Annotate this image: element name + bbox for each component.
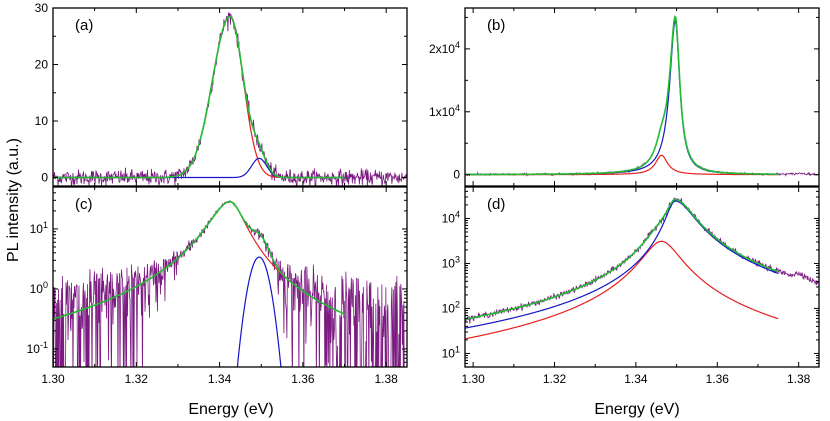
x-tick-label: 1.38 <box>787 372 811 386</box>
panel-label: (b) <box>487 17 505 34</box>
y-tick-label: 10-1 <box>27 340 48 356</box>
x-tick-label: 1.38 <box>374 372 398 386</box>
series-fit-side-b <box>465 20 779 176</box>
panel-label: (a) <box>75 17 93 34</box>
series-experimental-c <box>53 199 405 367</box>
series-fit-main-d <box>465 240 779 340</box>
y-tick-label: 102 <box>442 299 460 315</box>
panel-c: (c) 1.30 1.32 1.34 1.36 1.38 10-1 100 101 <box>27 186 408 386</box>
series-fit-total-d <box>465 198 779 320</box>
panel-label: (d) <box>487 196 505 213</box>
x-tick-label: 1.34 <box>624 372 648 386</box>
y-tick-label: 2x104 <box>429 40 460 56</box>
y-tick-label: 0 <box>453 168 460 182</box>
y-axis-label: PL intensity (a.u.) <box>5 138 22 262</box>
axes-frame <box>52 7 408 187</box>
panel-label: (c) <box>75 196 93 213</box>
panel-a: (a) 0 10 20 30 <box>35 1 408 187</box>
x-tick-label: 1.34 <box>208 372 232 386</box>
series-experimental-a <box>53 12 407 186</box>
y-tick-label: 103 <box>442 254 460 270</box>
y-tick-label: 100 <box>30 280 48 296</box>
x-tick-label: 1.30 <box>461 372 485 386</box>
y-tick-label: 1x104 <box>429 103 460 119</box>
panels-group: (a) 0 10 20 30 (b) 0 1x104 2x104 (c) 1.30 1.32 1.34 1… <box>27 1 820 386</box>
y-tick-label: 101 <box>442 344 460 360</box>
series-fit-total-a <box>53 15 345 179</box>
series-experimental-d <box>465 197 819 324</box>
axes-frame <box>464 186 820 368</box>
series-fit-total-c <box>53 200 345 320</box>
panel-b: (b) 0 1x104 2x104 <box>429 7 820 187</box>
series-fit-side-d <box>465 200 779 329</box>
x-tick-label: 1.30 <box>41 372 65 386</box>
y-tick-label: 104 <box>442 209 460 225</box>
panel-d: (d) 1.30 1.32 1.34 1.36 1.38 101 102 103 104 <box>442 186 820 386</box>
x-tick-label: 1.36 <box>706 372 730 386</box>
x-tick-label: 1.36 <box>291 372 315 386</box>
axes-frame <box>464 7 820 187</box>
y-tick-label: 30 <box>35 1 49 15</box>
y-tick-label: 101 <box>30 220 48 236</box>
x-axis-label-right: Energy (eV) <box>594 401 679 418</box>
axes-frame <box>52 186 408 368</box>
series-fit-main-a <box>53 15 345 179</box>
series-fit-total-b <box>465 15 779 176</box>
y-tick-label: 20 <box>35 58 49 72</box>
x-tick-label: 1.32 <box>125 372 149 386</box>
y-tick-label: 10 <box>35 114 49 128</box>
x-tick-label: 1.32 <box>543 372 567 386</box>
series-experimental-b <box>465 16 819 177</box>
x-axis-label-left: Energy (eV) <box>188 401 273 418</box>
y-tick-label: 0 <box>41 171 48 185</box>
